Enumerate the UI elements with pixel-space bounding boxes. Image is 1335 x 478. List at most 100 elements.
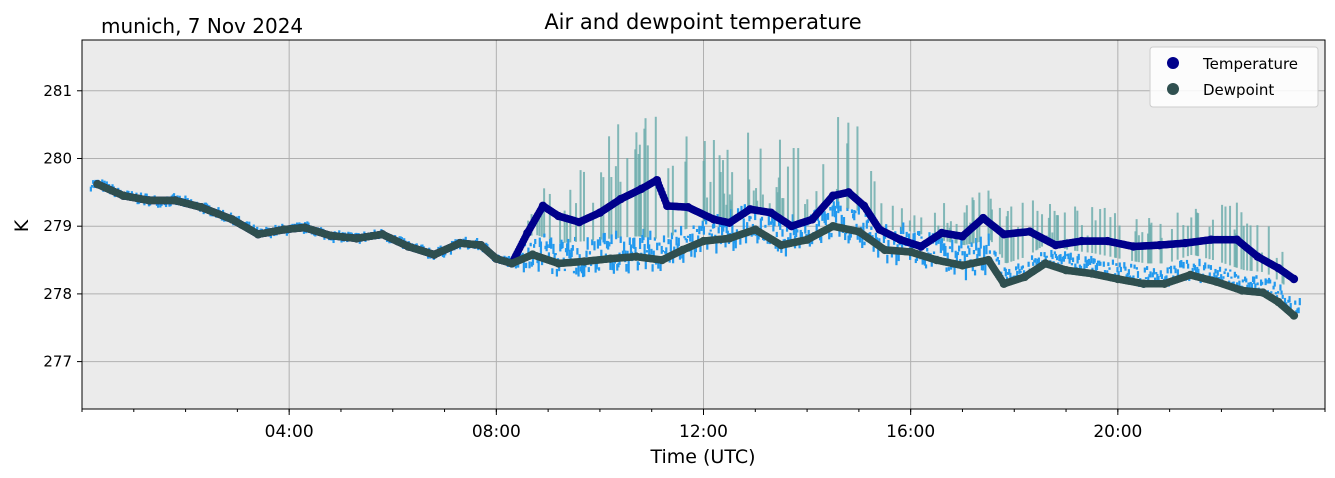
raw-measurement-point	[1213, 272, 1216, 279]
raw-measurement-point	[587, 267, 590, 273]
raw-measurement-point	[942, 243, 945, 251]
raw-temperature-point	[920, 217, 923, 235]
raw-measurement-point	[994, 251, 997, 257]
data-point	[1129, 242, 1138, 251]
raw-measurement-point	[1254, 283, 1257, 291]
raw-measurement-point	[856, 233, 859, 240]
raw-temperature-point	[880, 203, 883, 226]
raw-measurement-point	[204, 202, 208, 207]
data-point	[999, 279, 1009, 288]
raw-measurement-point	[306, 221, 309, 227]
raw-measurement-point	[1126, 272, 1129, 280]
raw-measurement-point	[1111, 259, 1115, 265]
raw-measurement-point	[1298, 298, 1301, 306]
raw-temperature-point	[718, 155, 721, 220]
y-axis-label: K	[11, 219, 33, 232]
raw-measurement-point	[291, 223, 294, 226]
series-layer	[93, 175, 1299, 320]
data-point	[1160, 279, 1169, 288]
raw-measurement-point	[1003, 267, 1006, 272]
raw-measurement-point	[580, 265, 584, 274]
raw-measurement-point	[1077, 253, 1080, 260]
raw-temperature-point	[722, 160, 725, 219]
data-point	[854, 227, 864, 236]
data-point	[580, 257, 589, 266]
data-point	[978, 213, 988, 223]
data-point	[958, 232, 967, 241]
raw-measurement-point	[706, 243, 709, 250]
raw-measurement-point	[960, 236, 963, 249]
raw-measurement-point	[539, 241, 543, 254]
raw-measurement-point	[692, 225, 695, 230]
raw-measurement-point	[684, 238, 687, 241]
raw-measurement-point	[594, 263, 597, 273]
raw-temperature-point	[1012, 233, 1015, 261]
raw-measurement-point	[675, 236, 678, 246]
raw-measurement-point	[1179, 260, 1182, 268]
raw-measurement-point	[1006, 272, 1010, 275]
raw-measurement-point	[1289, 302, 1292, 309]
raw-measurement-point	[1223, 271, 1226, 275]
raw-measurement-point	[522, 262, 525, 273]
raw-measurement-point	[643, 244, 646, 257]
raw-measurement-point	[677, 237, 680, 247]
raw-measurement-point	[1272, 285, 1275, 290]
data-point	[455, 238, 465, 248]
raw-measurement-point	[789, 232, 792, 241]
raw-temperature-point	[1047, 217, 1050, 244]
raw-temperature-point	[1224, 206, 1227, 264]
raw-temperature-point	[1053, 210, 1056, 246]
data-point	[637, 184, 646, 194]
raw-temperature-point	[723, 193, 726, 219]
raw-measurement-point	[709, 229, 712, 232]
raw-measurement-point	[829, 206, 832, 211]
data-point	[1113, 274, 1123, 284]
raw-measurement-point	[170, 195, 173, 198]
raw-measurement-point	[1165, 275, 1168, 283]
raw-temperature-point	[1036, 210, 1039, 250]
raw-measurement-point	[783, 238, 786, 242]
raw-temperature-point	[1063, 212, 1066, 249]
raw-measurement-point	[646, 237, 650, 249]
raw-measurement-point	[882, 230, 886, 243]
raw-temperature-point	[1074, 206, 1077, 251]
raw-measurement-point	[252, 224, 255, 230]
raw-measurement-point	[1021, 265, 1025, 269]
raw-measurement-point	[777, 221, 781, 227]
raw-temperature-point	[1196, 212, 1199, 256]
raw-measurement-point	[1256, 282, 1259, 286]
raw-measurement-point	[1197, 268, 1200, 275]
data-point	[1232, 235, 1242, 244]
raw-temperature-point	[1005, 216, 1008, 264]
raw-temperature-point	[837, 117, 840, 207]
data-point	[932, 255, 941, 265]
x-tick-label: 12:00	[679, 422, 728, 442]
data-point	[906, 247, 915, 257]
raw-measurement-point	[1053, 251, 1056, 255]
raw-measurement-point	[711, 224, 715, 229]
raw-temperature-point	[1131, 243, 1134, 261]
raw-measurement-point	[981, 263, 985, 271]
raw-temperature-point	[778, 139, 781, 223]
raw-measurement-point	[303, 222, 307, 225]
raw-measurement-point	[1234, 274, 1238, 277]
raw-temperature-point	[637, 154, 640, 237]
raw-measurement-point	[773, 218, 776, 227]
data-point	[554, 259, 563, 268]
raw-measurement-point	[818, 235, 822, 241]
raw-measurement-point	[799, 229, 802, 238]
raw-measurement-point	[996, 256, 999, 260]
data-point	[699, 236, 708, 246]
raw-measurement-point	[920, 236, 923, 239]
data-point	[678, 245, 687, 255]
raw-temperature-point	[536, 218, 539, 236]
raw-measurement-point	[1106, 270, 1109, 275]
raw-measurement-point	[633, 237, 636, 249]
raw-temperature-point	[702, 160, 705, 222]
raw-measurement-point	[804, 224, 807, 234]
raw-measurement-point	[913, 232, 916, 245]
raw-measurement-point	[147, 203, 151, 207]
raw-measurement-point	[744, 230, 748, 244]
raw-measurement-point	[421, 244, 424, 248]
raw-measurement-point	[1155, 271, 1158, 275]
